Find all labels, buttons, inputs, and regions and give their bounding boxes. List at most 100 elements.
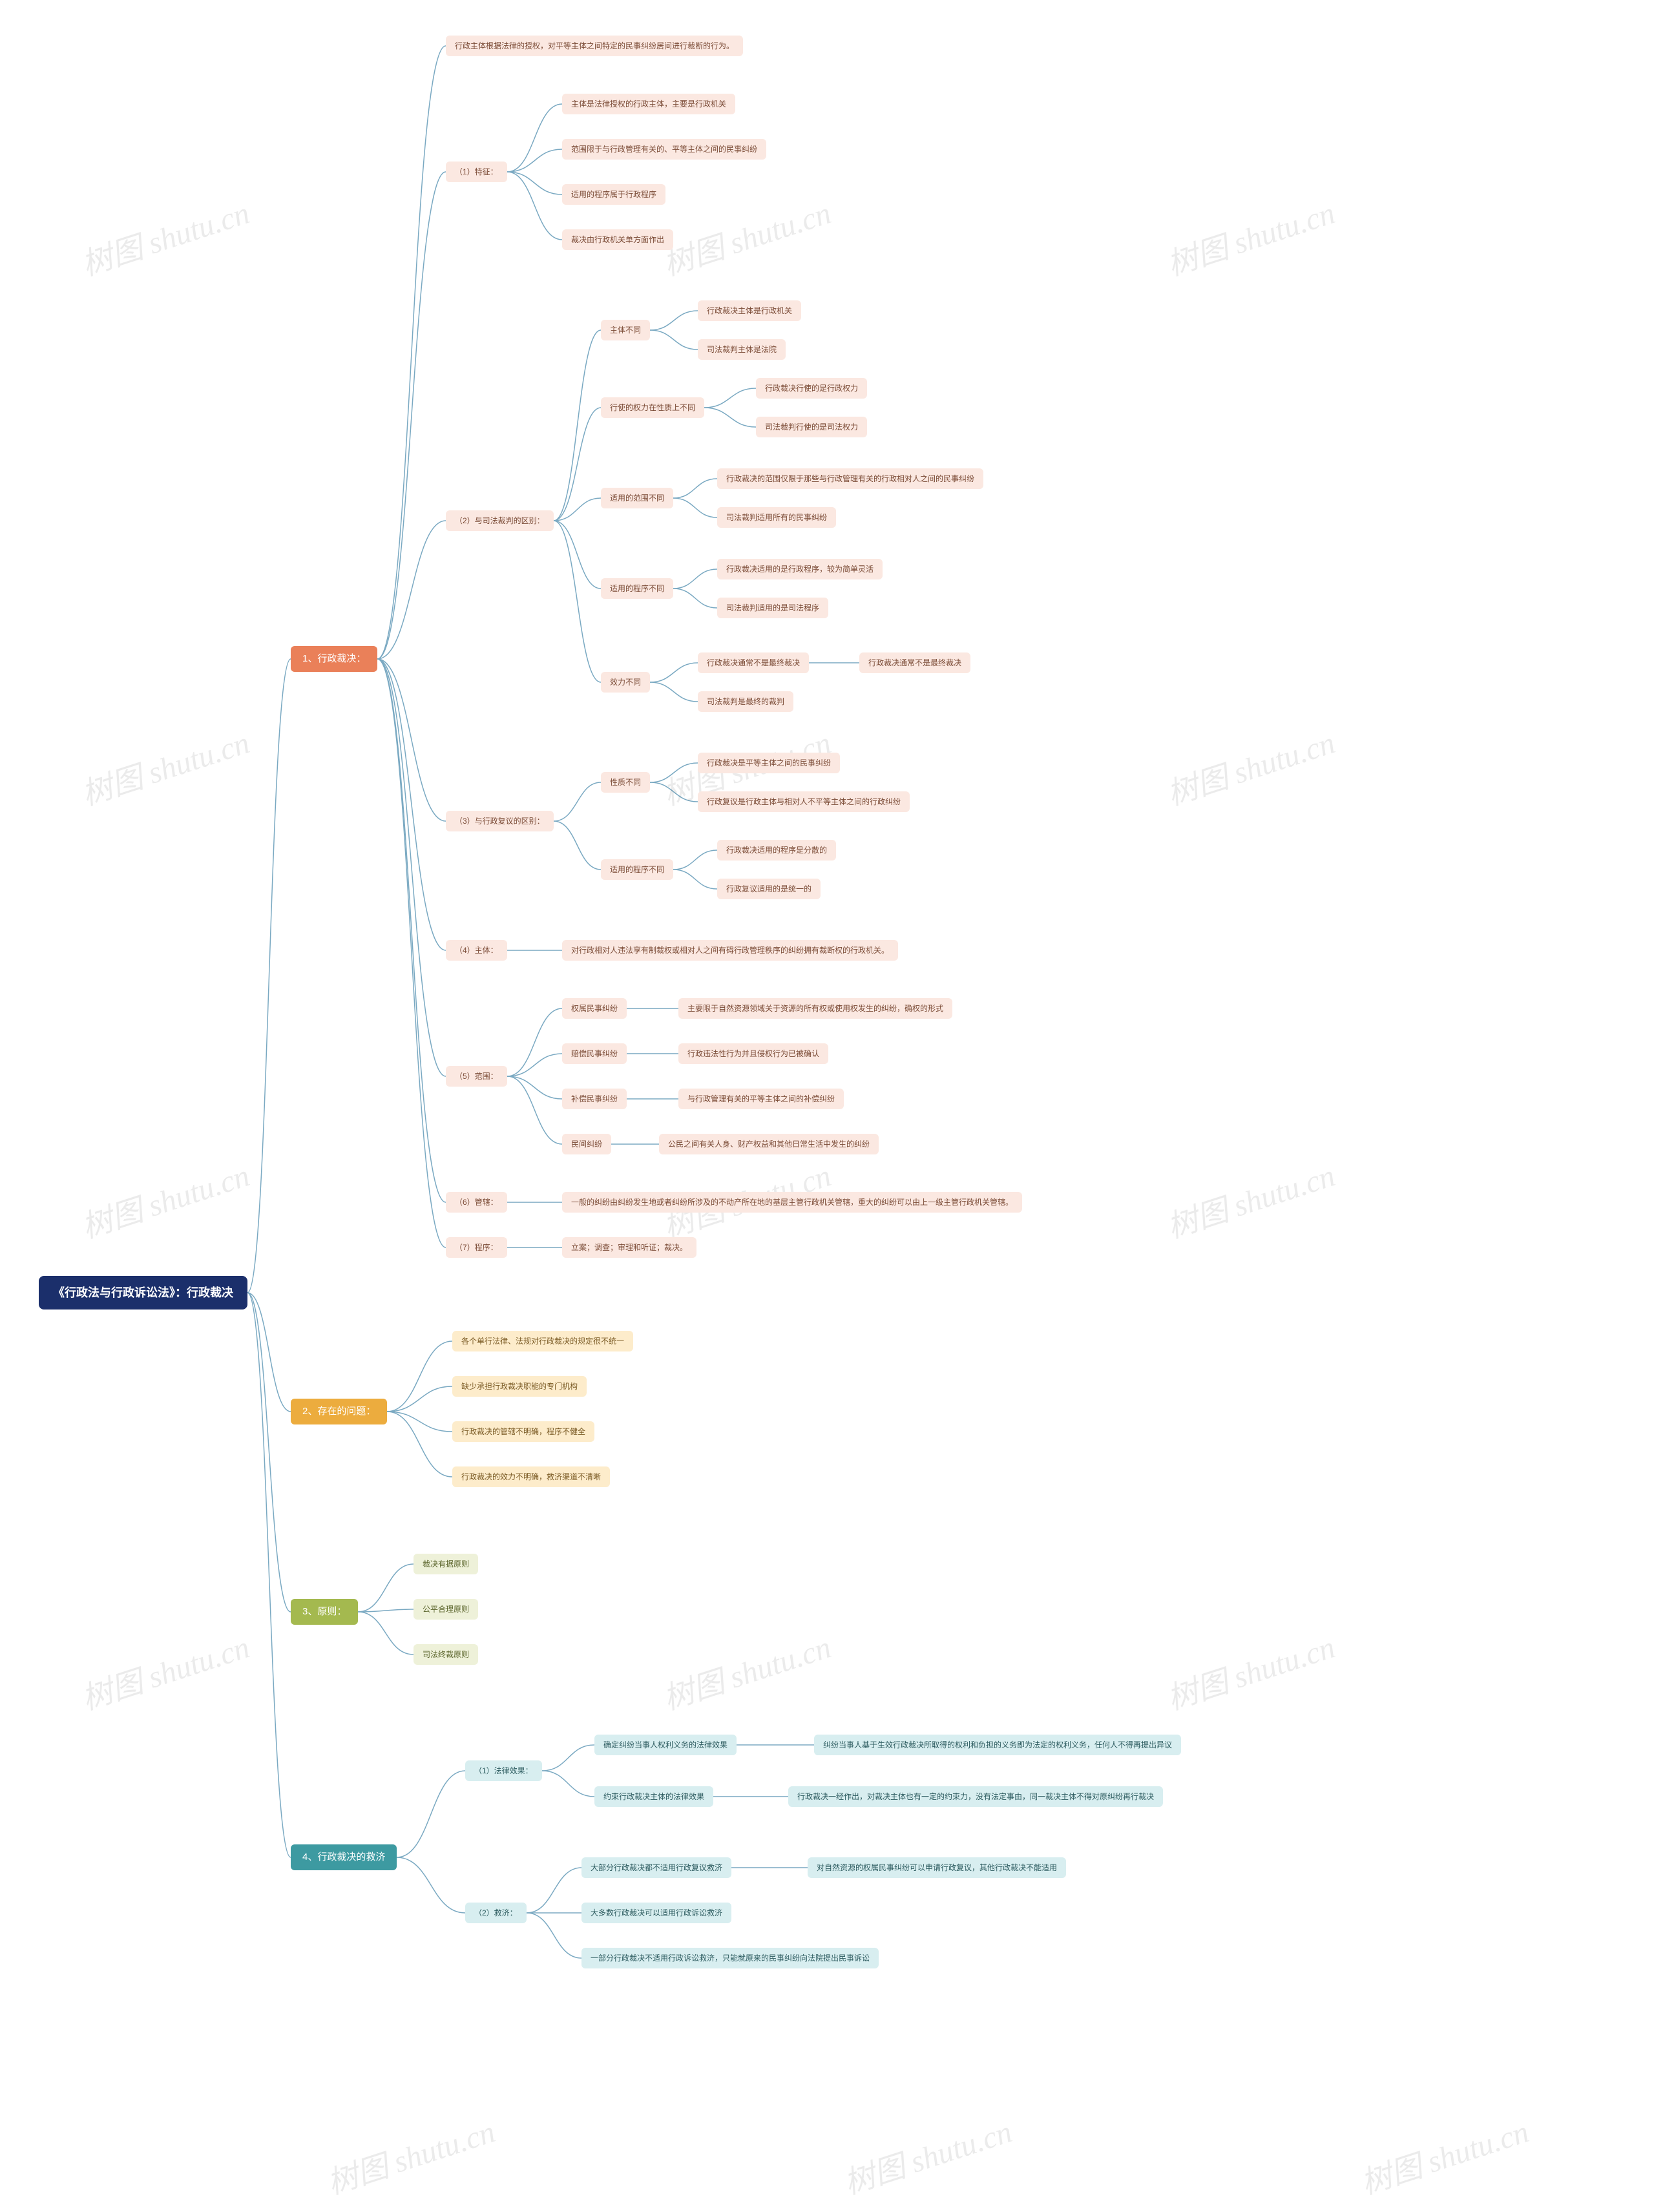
node-b1-1: （1）特征： [446, 162, 507, 182]
node-root: 《行政法与行政诉讼法》：行政裁决 [39, 1276, 247, 1309]
node-b4-1-1: 确定纠纷当事人权利义务的法律效果 [594, 1735, 737, 1755]
node-b3: 3、原则： [291, 1599, 358, 1625]
node-b4-1: （1）法律效果： [465, 1760, 542, 1781]
edge [554, 330, 601, 521]
node-b1-2-a-1: 行政裁决主体是行政机关 [698, 300, 801, 321]
node-b4-2-2: 大多数行政裁决可以适用行政诉讼救济 [581, 1903, 731, 1923]
node-b2-1: 各个单行法律、法规对行政裁决的规定很不统一 [452, 1331, 633, 1351]
edge [650, 330, 698, 350]
edge [507, 1076, 562, 1144]
edge [358, 1612, 414, 1654]
edge [507, 172, 562, 194]
edge [554, 521, 601, 589]
edge [704, 408, 756, 427]
node-b1-def: 行政主体根据法律的授权，对平等主体之间特定的民事纠纷居间进行裁断的行为。 [446, 36, 743, 56]
edge [507, 149, 562, 172]
node-b1-2-e-2: 司法裁判是最终的裁判 [698, 691, 793, 712]
edge [387, 1386, 452, 1412]
node-b1-3-a-1: 行政裁决是平等主体之间的民事纠纷 [698, 753, 840, 773]
node-b1-4-1: 对行政相对人违法享有制裁权或相对人之间有碍行政管理秩序的纠纷拥有裁断权的行政机关… [562, 940, 898, 961]
edge [554, 408, 601, 521]
node-b1-2-e-1: 行政裁决通常不是最终裁决 [698, 652, 809, 673]
edge [704, 388, 756, 408]
edge [377, 521, 446, 659]
edge [377, 659, 446, 821]
node-b2-3: 行政裁决的管辖不明确，程序不健全 [452, 1421, 594, 1442]
edge [507, 1054, 562, 1076]
edge [377, 659, 446, 1202]
watermark: 树图 shutu.cn [75, 1622, 255, 1718]
node-b1-5-1: 权属民事纠纷 [562, 998, 627, 1019]
edge [554, 782, 601, 821]
edge [377, 46, 446, 659]
node-b1-2-c-1: 行政裁决的范围仅限于那些与行政管理有关的行政相对人之间的民事纠纷 [717, 468, 983, 489]
node-b1-2-d-1: 行政裁决适用的是行政程序，较为简单灵活 [717, 559, 883, 579]
node-b1-3-a-2: 行政复议是行政主体与相对人不平等主体之间的行政纠纷 [698, 791, 910, 812]
node-b1-2-b: 行使的权力在性质上不同 [601, 397, 704, 418]
watermark: 树图 shutu.cn [1160, 1622, 1340, 1718]
node-b1-5: （5）范围： [446, 1066, 507, 1087]
node-b1-5-3x: 与行政管理有关的平等主体之间的补偿纠纷 [678, 1089, 844, 1109]
node-b4-2-1x: 对自然资源的权属民事纠纷可以申请行政复议，其他行政裁决不能适用 [808, 1857, 1066, 1878]
edge [247, 1293, 291, 1612]
watermark: 树图 shutu.cn [1160, 717, 1340, 814]
edge [247, 659, 291, 1293]
node-b4-2-3: 一部分行政裁决不适用行政诉讼救济，只能就原来的民事纠纷向法院提出民事诉讼 [581, 1948, 879, 1968]
node-b1-5-1x: 主要限于自然资源领域关于资源的所有权或使用权发生的纠纷，确权的形式 [678, 998, 952, 1019]
node-b2: 2、存在的问题： [291, 1399, 387, 1424]
node-b1-1-2: 范围限于与行政管理有关的、平等主体之间的民事纠纷 [562, 139, 766, 160]
node-b1-2-a-2: 司法裁判主体是法院 [698, 339, 786, 360]
node-b2-4: 行政裁决的效力不明确，救济渠道不清晰 [452, 1466, 610, 1487]
edge [673, 569, 717, 589]
edge [387, 1412, 452, 1477]
watermark: 树图 shutu.cn [320, 2106, 500, 2203]
node-b4-1-2: 约束行政裁决主体的法律效果 [594, 1786, 713, 1807]
edge [673, 479, 717, 498]
node-b1-5-4: 民间纠纷 [562, 1134, 611, 1154]
watermark: 树图 shutu.cn [75, 1150, 255, 1247]
edge [397, 1771, 465, 1857]
node-b1-3-b-1: 行政裁决适用的程序是分散的 [717, 840, 836, 861]
node-b3-1: 裁决有据原则 [414, 1554, 478, 1574]
edge [507, 1076, 562, 1099]
edge [377, 659, 446, 950]
node-b4-1-1x: 纠纷当事人基于生效行政裁决所取得的权利和负担的义务即为法定的权利义务，任何人不得… [814, 1735, 1181, 1755]
node-b1-5-2: 赔偿民事纠纷 [562, 1043, 627, 1064]
edge [673, 498, 717, 517]
node-b1-4: （4）主体： [446, 940, 507, 961]
node-b2-2: 缺少承担行政裁决职能的专门机构 [452, 1376, 587, 1397]
watermark: 树图 shutu.cn [656, 187, 836, 284]
edge [554, 521, 601, 682]
watermark: 树图 shutu.cn [656, 1622, 836, 1718]
node-b1-2-c-2: 司法裁判适用所有的民事纠纷 [717, 507, 836, 528]
edge [554, 821, 601, 870]
node-b1-1-3: 适用的程序属于行政程序 [562, 184, 665, 205]
edge [507, 104, 562, 172]
node-b1-2-b-1: 行政裁决行使的是行政权力 [756, 378, 867, 399]
node-b1: 1、行政裁决： [291, 646, 377, 672]
node-b1-7: （7）程序： [446, 1237, 507, 1258]
node-b1-3-b: 适用的程序不同 [601, 859, 673, 880]
node-b1-6-1: 一般的纠纷由纠纷发生地或者纠纷所涉及的不动产所在地的基层主管行政机关管辖，重大的… [562, 1192, 1022, 1213]
node-b1-6: （6）管辖： [446, 1192, 507, 1213]
edge [247, 1293, 291, 1857]
watermark: 树图 shutu.cn [837, 2106, 1017, 2203]
edge [673, 589, 717, 608]
edge [554, 498, 601, 521]
edge [377, 659, 446, 1247]
watermark: 树图 shutu.cn [1160, 187, 1340, 284]
node-b4-2-1: 大部分行政裁决都不适用行政复议救济 [581, 1857, 731, 1878]
edge [507, 172, 562, 240]
node-b1-2-b-2: 司法裁判行使的是司法权力 [756, 417, 867, 437]
edge [527, 1868, 581, 1913]
edge [673, 870, 717, 889]
node-b3-2: 公平合理原则 [414, 1599, 478, 1620]
node-b1-5-4x: 公民之间有关人身、财产权益和其他日常生活中发生的纠纷 [659, 1134, 879, 1154]
node-b4-1-2x: 行政裁决一经作出，对裁决主体也有一定的约束力，没有法定事由，同一裁决主体不得对原… [788, 1786, 1163, 1807]
node-b1-2-e-1x: 行政裁决通常不是最终裁决 [859, 652, 970, 673]
edge [358, 1609, 414, 1612]
watermark: 树图 shutu.cn [1354, 2106, 1534, 2203]
node-b1-2-d: 适用的程序不同 [601, 578, 673, 599]
node-b1-1-4: 裁决由行政机关单方面作出 [562, 229, 673, 250]
node-b1-5-3: 补偿民事纠纷 [562, 1089, 627, 1109]
